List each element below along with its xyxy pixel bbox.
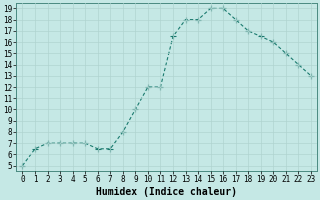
X-axis label: Humidex (Indice chaleur): Humidex (Indice chaleur) — [96, 187, 237, 197]
